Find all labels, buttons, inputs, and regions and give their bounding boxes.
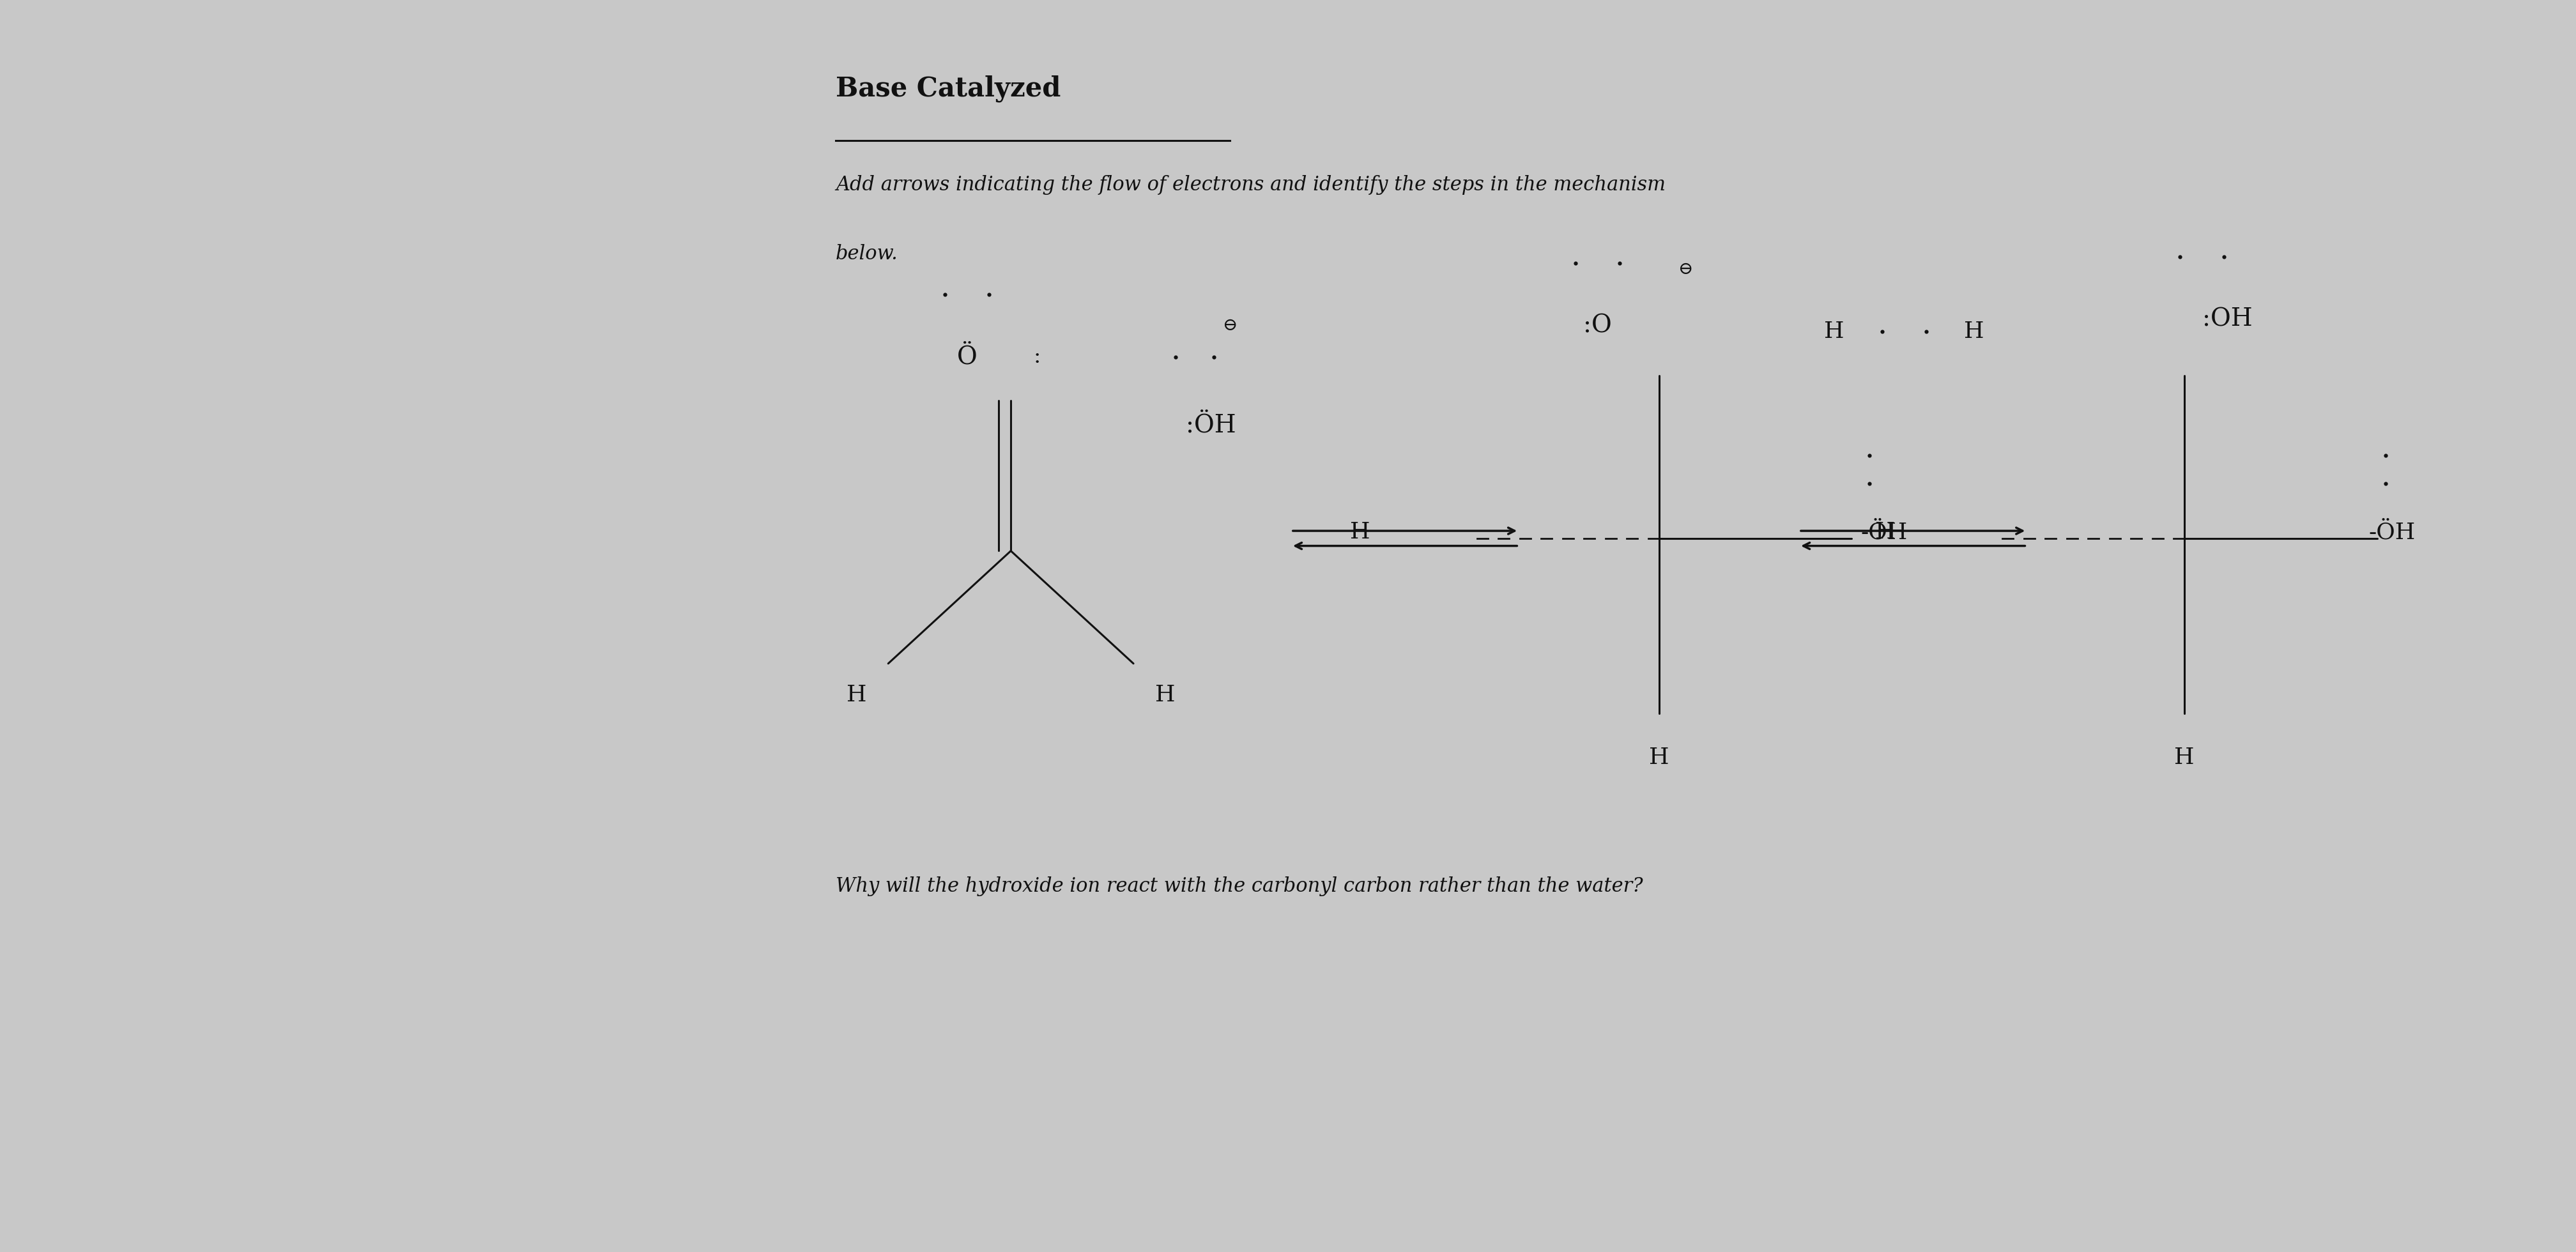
Text: :O: :O xyxy=(1584,314,1613,337)
Text: Add arrows indicating the flow of electrons and identify the steps in the mechan: Add arrows indicating the flow of electr… xyxy=(835,175,1667,195)
Text: ⊖: ⊖ xyxy=(1224,317,1236,334)
Text: H: H xyxy=(1350,521,1370,543)
Text: Why will the hydroxide ion react with the carbonyl carbon rather than the water?: Why will the hydroxide ion react with th… xyxy=(835,876,1643,896)
Text: H: H xyxy=(1824,321,1844,343)
Text: H: H xyxy=(1963,321,1984,343)
Text: :: : xyxy=(1033,347,1041,367)
Text: H: H xyxy=(1154,684,1175,706)
Text: H: H xyxy=(2174,746,2195,769)
Text: H: H xyxy=(848,684,866,706)
Text: :ÖH: :ÖH xyxy=(1185,414,1236,437)
Text: Base Catalyzed: Base Catalyzed xyxy=(835,75,1061,103)
Text: below.: below. xyxy=(835,244,899,264)
Text: ⊖: ⊖ xyxy=(1677,260,1692,278)
Text: H: H xyxy=(1649,746,1669,769)
Text: -ÖH: -ÖH xyxy=(2367,521,2416,543)
Text: :OH: :OH xyxy=(2202,308,2251,331)
Text: Ö: Ö xyxy=(956,346,976,368)
Text: -ÖH: -ÖH xyxy=(1860,521,1906,543)
Text: H: H xyxy=(1875,521,1896,543)
